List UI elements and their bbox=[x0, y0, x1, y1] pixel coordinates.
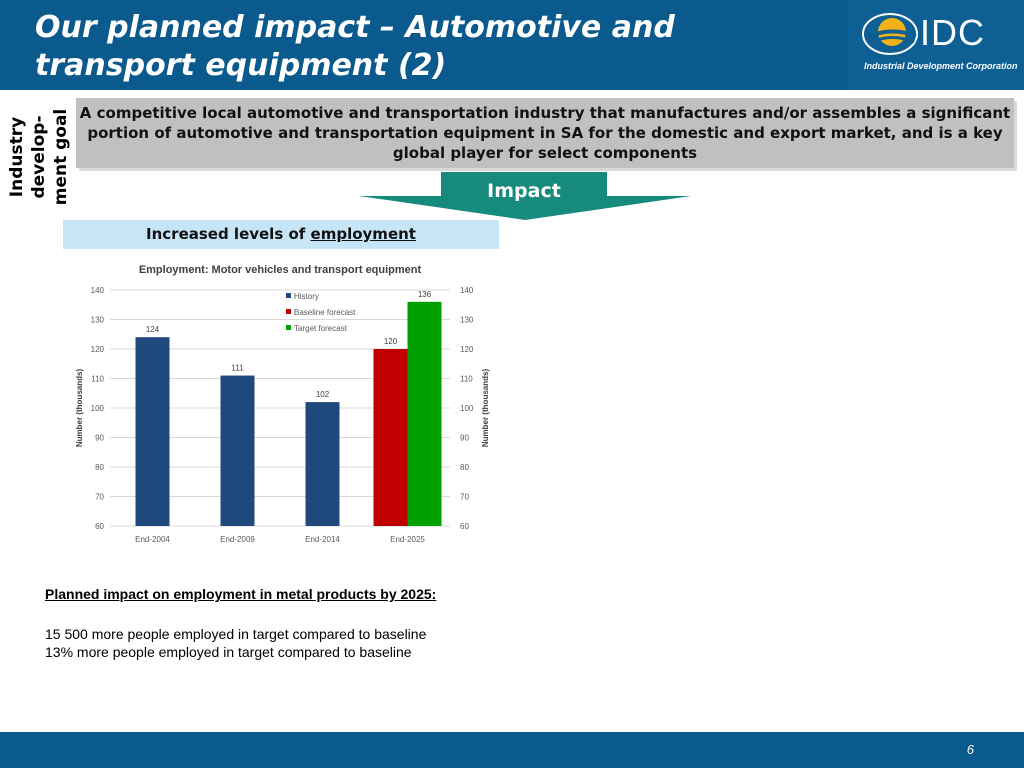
y-tick-label: 110 bbox=[91, 375, 104, 384]
y-tick-label: 70 bbox=[95, 493, 104, 502]
employment-label-prefix: Increased levels of bbox=[146, 225, 311, 243]
y2-tick-label: 90 bbox=[460, 434, 469, 443]
y-tick-label: 120 bbox=[91, 345, 105, 354]
y2-tick-label: 80 bbox=[460, 463, 469, 472]
y-tick-label: 100 bbox=[91, 404, 105, 413]
y-tick-label: 60 bbox=[95, 522, 104, 531]
footer-bar: 6 bbox=[0, 732, 1024, 768]
goal-statement: A competitive local automotive and trans… bbox=[76, 98, 1014, 168]
bar-history bbox=[135, 337, 170, 526]
sun-logo-icon bbox=[862, 13, 918, 55]
slide-title: Our planned impact – Automotive and tran… bbox=[35, 10, 675, 83]
notes-heading: Planned impact on employment in metal pr… bbox=[45, 586, 437, 602]
y-tick-label: 140 bbox=[91, 286, 105, 295]
employment-chart: Employment: Motor vehicles and transport… bbox=[75, 264, 490, 544]
logo-subtitle: Industrial Development Corporation bbox=[864, 61, 1018, 71]
idc-logo: IDC Industrial Development Corporation bbox=[848, 0, 1024, 90]
employment-label: Increased levels of employment bbox=[63, 220, 499, 249]
y2-tick-label: 60 bbox=[460, 522, 469, 531]
bar-baseline-forecast bbox=[373, 349, 408, 526]
notes: Planned impact on employment in metal pr… bbox=[45, 585, 645, 661]
legend-label: Target forecast bbox=[294, 324, 348, 333]
y-tick-label: 80 bbox=[95, 463, 104, 472]
legend-swatch bbox=[286, 293, 291, 298]
bar-history bbox=[305, 402, 340, 526]
y2-tick-label: 140 bbox=[460, 286, 474, 295]
y2-tick-label: 100 bbox=[460, 404, 474, 413]
y2-axis-title: Number (thousands) bbox=[481, 369, 490, 448]
data-label: 124 bbox=[146, 325, 160, 334]
impact-label: Impact bbox=[487, 180, 561, 202]
y2-tick-label: 70 bbox=[460, 493, 469, 502]
data-label: 102 bbox=[316, 390, 330, 399]
x-tick-label: End-2004 bbox=[135, 535, 170, 544]
y-axis-title: Number (thousands) bbox=[75, 369, 84, 448]
bar-target-forecast bbox=[407, 301, 442, 526]
data-label: 136 bbox=[418, 290, 432, 299]
x-tick-label: End-2009 bbox=[220, 535, 255, 544]
chart-title: Employment: Motor vehicles and transport… bbox=[139, 264, 422, 276]
notes-line-1: 15 500 more people employed in target co… bbox=[45, 626, 427, 642]
y2-tick-label: 110 bbox=[460, 375, 473, 384]
side-label-text: Industry develop-ment goal bbox=[7, 108, 71, 206]
goal-text: A competitive local automotive and trans… bbox=[79, 104, 1011, 162]
employment-label-link: employment bbox=[310, 225, 416, 243]
side-label: Industry develop-ment goal bbox=[6, 104, 74, 210]
x-tick-label: End-2014 bbox=[305, 535, 340, 544]
impact-arrow-icon bbox=[359, 172, 691, 220]
y-tick-label: 90 bbox=[95, 434, 104, 443]
data-label: 111 bbox=[231, 364, 244, 373]
legend-swatch bbox=[286, 309, 291, 314]
y-tick-label: 130 bbox=[91, 316, 105, 325]
logo-text: IDC bbox=[920, 12, 985, 53]
x-tick-label: End-2025 bbox=[390, 535, 425, 544]
page-number: 6 bbox=[966, 742, 974, 757]
y2-tick-label: 130 bbox=[460, 316, 474, 325]
legend-label: History bbox=[294, 292, 319, 301]
header-bar: Our planned impact – Automotive and tran… bbox=[0, 0, 1024, 90]
y2-tick-label: 120 bbox=[460, 345, 474, 354]
legend-swatch bbox=[286, 325, 291, 330]
notes-line-2: 13% more people employed in target compa… bbox=[45, 644, 412, 660]
legend-label: Baseline forecast bbox=[294, 308, 356, 317]
data-label: 120 bbox=[384, 337, 398, 346]
bar-history bbox=[220, 375, 255, 526]
